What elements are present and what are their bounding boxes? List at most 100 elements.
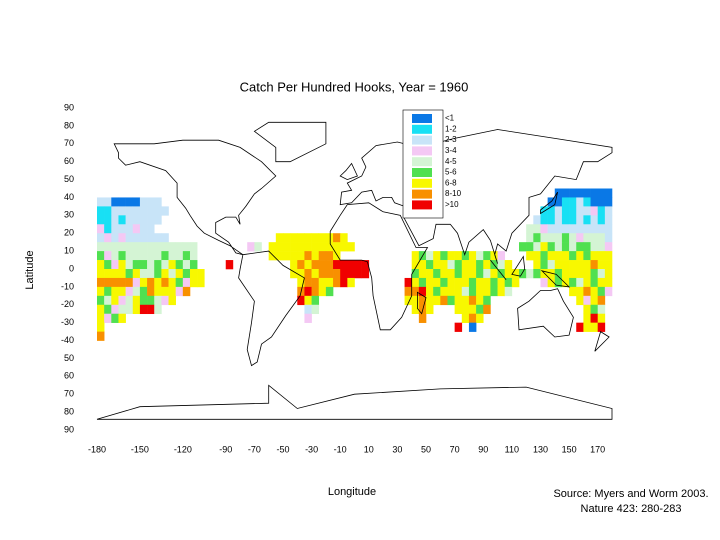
catch-cell: [440, 251, 448, 261]
catch-cell: [426, 295, 434, 306]
catch-cell: [154, 206, 162, 216]
catch-cell: [540, 215, 548, 225]
catch-cell: [461, 277, 470, 288]
catch-cell: [125, 242, 134, 252]
catch-cell: [147, 277, 155, 288]
source-line: Source: Myers and Worm 2003.: [553, 488, 708, 500]
catch-cell: [175, 242, 184, 252]
catch-cell: [97, 206, 105, 216]
catch-cell: [547, 206, 556, 216]
catch-cell: [597, 242, 606, 252]
catch-cell: [168, 242, 176, 252]
catch-cell: [97, 304, 105, 315]
legend-label: <1: [445, 114, 455, 123]
catch-cell: [104, 286, 112, 297]
catch-cell: [461, 304, 470, 315]
catch-cell: [182, 251, 191, 261]
catch-cell: [139, 304, 148, 315]
catch-cell: [290, 251, 298, 261]
catch-cell: [189, 251, 198, 261]
catch-cell: [547, 233, 556, 243]
catch-cell: [139, 242, 148, 252]
catch-cell: [583, 251, 591, 261]
catch-cell: [583, 269, 591, 279]
catch-cell: [197, 269, 205, 279]
catch-cell: [426, 260, 434, 270]
catch-cell: [104, 206, 112, 216]
catch-cell: [483, 251, 491, 261]
catch-cell: [411, 269, 420, 279]
catch-cell: [104, 215, 112, 225]
catch-cell: [147, 215, 155, 225]
catch-cell: [569, 242, 577, 252]
catch-cell: [268, 251, 277, 261]
catch-cell: [418, 295, 427, 306]
catch-cell: [590, 206, 598, 216]
catch-cell: [483, 295, 491, 306]
catch-cell: [311, 269, 320, 279]
catch-cell: [118, 233, 126, 243]
coastline: [329, 202, 429, 331]
catch-cell: [290, 260, 298, 270]
coastline: [540, 191, 558, 215]
catch-cell: [497, 251, 506, 261]
catch-cell: [426, 251, 434, 261]
x-tick-label: -90: [219, 444, 232, 454]
catch-cell: [426, 286, 434, 297]
catch-cell: [139, 215, 148, 225]
catch-cell: [132, 197, 141, 207]
catch-cell: [497, 286, 506, 297]
catch-cell: [547, 277, 556, 288]
catch-cell: [533, 242, 541, 252]
catch-cell: [569, 251, 577, 261]
x-tick-label: -30: [305, 444, 318, 454]
catch-cell: [576, 251, 584, 261]
catch-cell: [447, 295, 455, 306]
catch-cell: [447, 260, 455, 270]
catch-cell: [597, 233, 606, 243]
catch-cell: [354, 269, 362, 279]
y-tick-label: 70: [64, 138, 74, 148]
catch-cell: [590, 269, 598, 279]
catch-cell: [440, 277, 448, 288]
catch-cell: [468, 260, 477, 270]
catch-cell: [175, 277, 184, 288]
legend-label: 4-5: [445, 157, 457, 166]
catch-cell: [154, 251, 162, 261]
catch-cell: [97, 197, 105, 207]
catch-cell: [440, 260, 448, 270]
catch-cell: [597, 304, 606, 315]
catch-cell: [311, 304, 320, 315]
catch-cell: [97, 313, 105, 323]
catch-cell: [111, 277, 119, 288]
catch-cell: [590, 295, 598, 306]
coastline: [417, 291, 427, 315]
catch-cell: [540, 242, 548, 252]
catch-cell: [576, 260, 584, 270]
catch-cell: [154, 260, 162, 270]
legend-swatch: [412, 157, 432, 167]
catch-cell: [104, 260, 112, 270]
catch-cell: [304, 269, 312, 279]
catch-cell: [290, 242, 298, 252]
catch-cell: [569, 277, 577, 288]
catch-cell: [104, 224, 112, 234]
catch-cell: [483, 260, 491, 270]
catch-cell: [118, 313, 126, 323]
catch-cell: [576, 206, 584, 216]
legend-label: 2-3: [445, 135, 457, 144]
catch-cell: [147, 260, 155, 270]
catch-cell: [540, 260, 548, 270]
catch-cell: [154, 215, 162, 225]
catch-cell: [304, 295, 312, 306]
catch-cell: [476, 269, 484, 279]
catch-cell: [132, 233, 141, 243]
catch-cell: [161, 269, 169, 279]
catch-cell: [576, 286, 584, 297]
catch-cell: [161, 242, 169, 252]
y-tick-label: 30: [64, 210, 74, 220]
catch-cell: [111, 295, 119, 306]
catch-cell: [583, 313, 591, 323]
catch-cell: [597, 277, 606, 288]
catch-cell: [333, 277, 341, 288]
